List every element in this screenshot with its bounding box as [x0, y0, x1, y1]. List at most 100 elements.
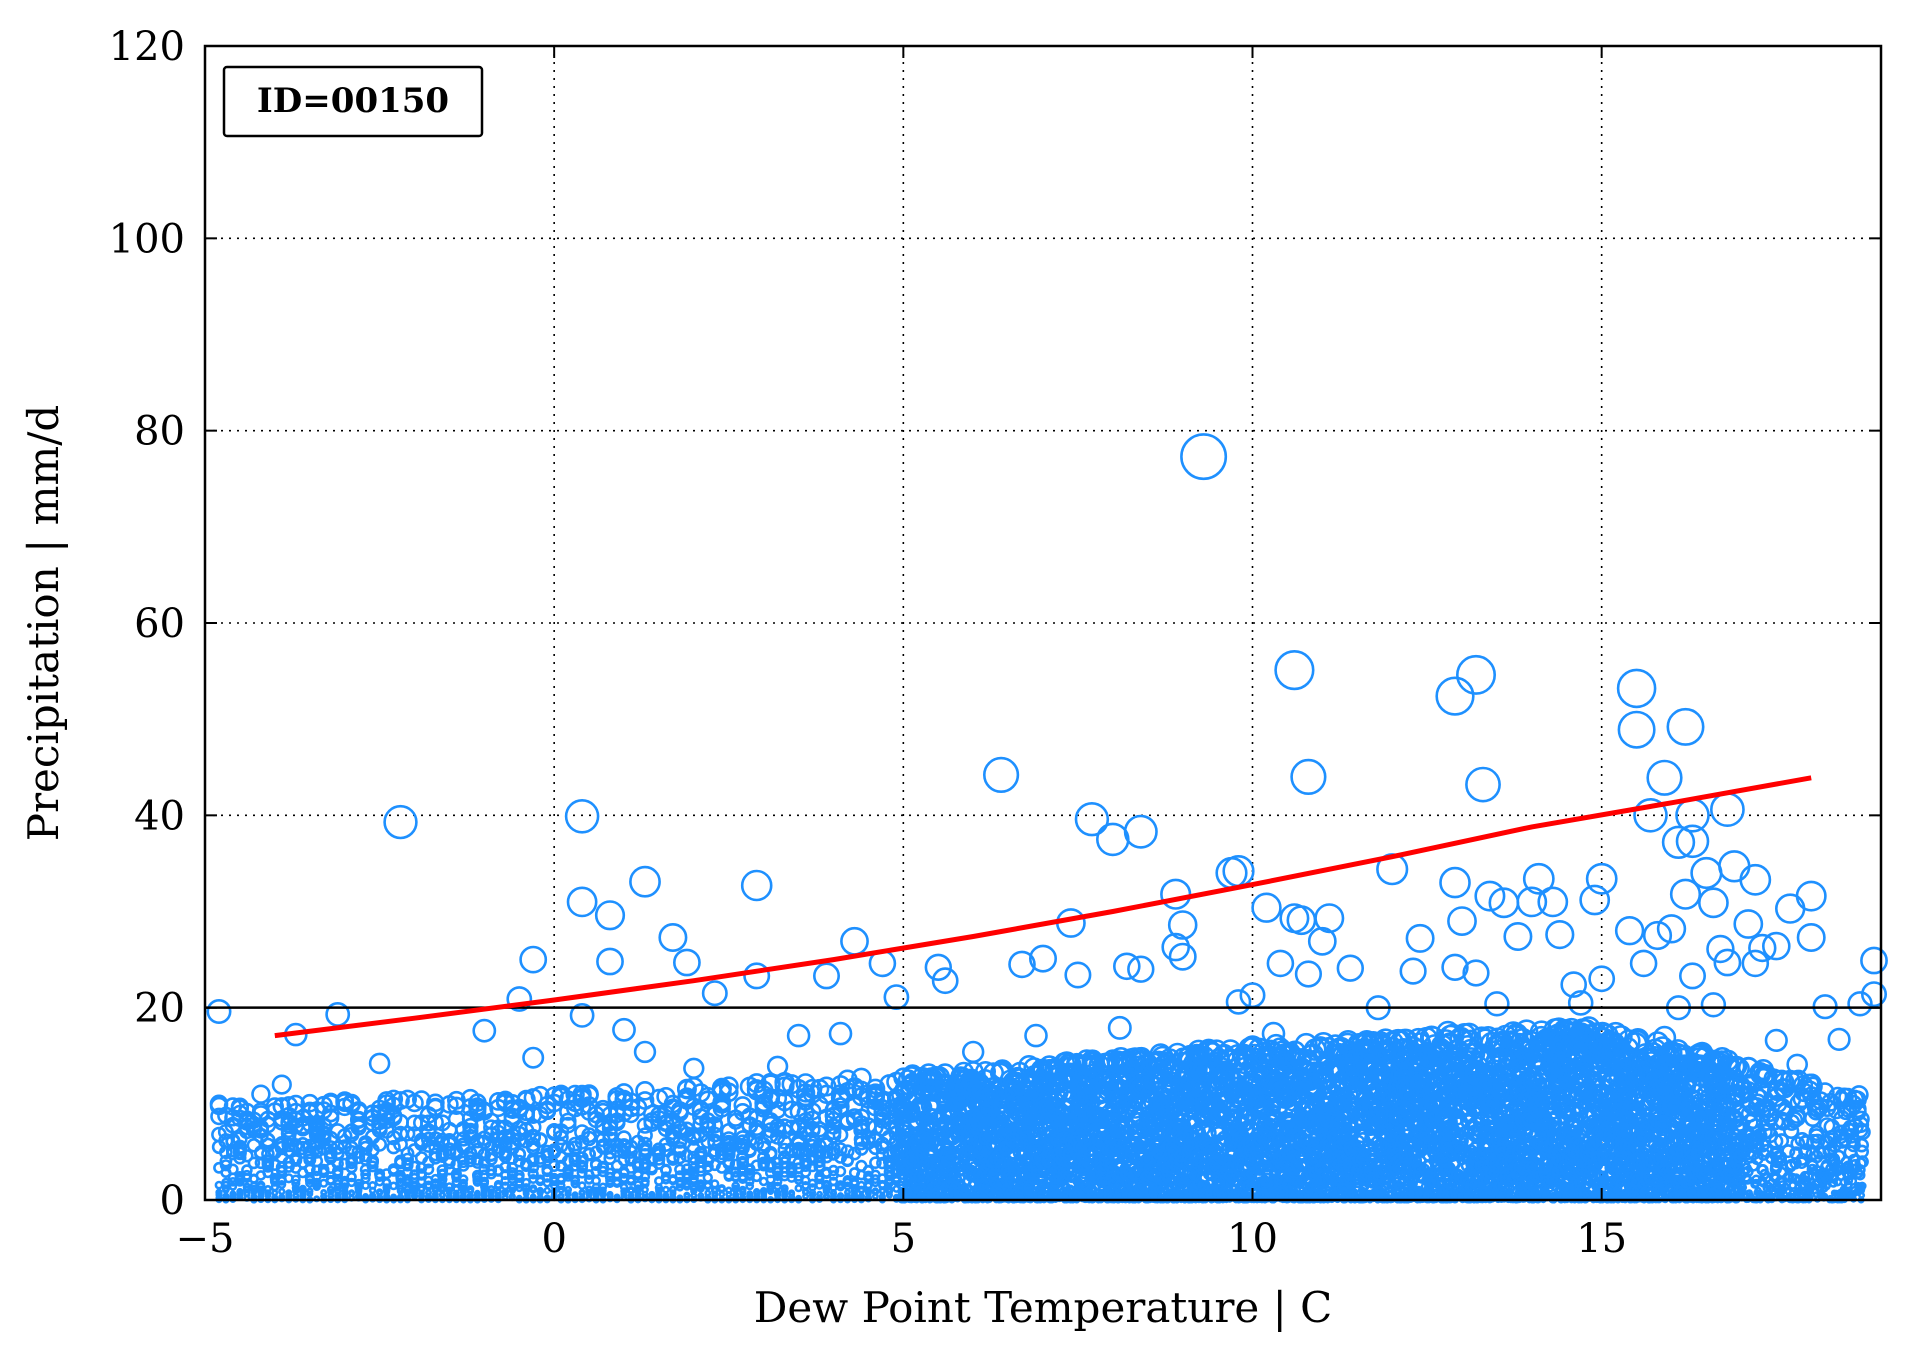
data-point [345, 1153, 358, 1167]
data-point [233, 1151, 247, 1165]
data-point [620, 1190, 628, 1198]
data-point [763, 1147, 778, 1162]
data-point [857, 1186, 866, 1195]
data-point [469, 1133, 486, 1149]
data-point [825, 1127, 842, 1144]
data-point [634, 1189, 642, 1197]
data-point [242, 1185, 251, 1194]
data-point [249, 1184, 258, 1193]
data-point [777, 1151, 792, 1165]
data-point [832, 1126, 849, 1143]
data-point [354, 1185, 363, 1194]
data-point [819, 1144, 834, 1159]
data-point [436, 1164, 449, 1176]
data-point [326, 1185, 335, 1194]
data-point [822, 1181, 831, 1190]
data-point [553, 1129, 569, 1146]
data-point [640, 1176, 650, 1187]
data-point [712, 1092, 732, 1112]
data-point [620, 1187, 628, 1195]
data-point [434, 1132, 451, 1148]
data-point [215, 1188, 223, 1196]
data-point [396, 1187, 405, 1195]
data-point [736, 1155, 750, 1169]
data-point [721, 1137, 737, 1153]
data-point [871, 1188, 880, 1196]
data-point [441, 1132, 458, 1149]
data-point [864, 1189, 872, 1197]
data-point [652, 1152, 666, 1166]
data-point [579, 1084, 599, 1104]
data-point [282, 1160, 295, 1173]
data-point [524, 1118, 542, 1136]
data-point [822, 1192, 830, 1200]
data-point [808, 1188, 817, 1196]
data-point [278, 1187, 286, 1196]
data-point [734, 1130, 751, 1146]
data-point [219, 1154, 233, 1168]
data-point [225, 1143, 240, 1158]
data-point [484, 1147, 499, 1162]
data-point [791, 1146, 806, 1160]
data-point [348, 1190, 356, 1198]
data-point [899, 1131, 916, 1147]
data-point [731, 1185, 740, 1194]
data-point [827, 1164, 840, 1177]
data-point [849, 1179, 860, 1189]
data-point [295, 1137, 311, 1152]
data-point [458, 1174, 469, 1185]
data-point [875, 1147, 890, 1161]
data-point [494, 1191, 502, 1199]
data-point [833, 1142, 848, 1157]
data-point [232, 1141, 247, 1157]
data-point [400, 1152, 414, 1166]
data-point [260, 1132, 276, 1148]
data-point [422, 1163, 435, 1176]
data-point [575, 1155, 589, 1168]
data-point [794, 1184, 803, 1193]
data-point [229, 1190, 237, 1198]
data-point [774, 1190, 782, 1198]
data-point [477, 1156, 491, 1169]
data-point [466, 1185, 475, 1194]
data-point [603, 1151, 617, 1165]
data-point [488, 1092, 508, 1111]
data-point [801, 1181, 810, 1190]
data-point [513, 1169, 525, 1181]
data-point [452, 1185, 461, 1194]
data-point [387, 1163, 400, 1175]
data-point [391, 1091, 410, 1110]
data-point [372, 1137, 387, 1152]
data-point [799, 1166, 812, 1178]
data-point [480, 1191, 488, 1199]
data-point [402, 1178, 413, 1188]
data-point [410, 1184, 419, 1193]
data-point [701, 1160, 714, 1173]
data-point [710, 1179, 720, 1189]
data-point [738, 1187, 747, 1195]
data-point [417, 1185, 426, 1194]
data-point [299, 1189, 307, 1197]
data-point [570, 1176, 580, 1186]
data-point [437, 1178, 448, 1189]
data-point [459, 1184, 468, 1193]
data-point [479, 1182, 489, 1192]
data-point [1231, 1178, 1241, 1188]
data-point [673, 1151, 687, 1165]
data-point [869, 1156, 882, 1169]
data-point [462, 1117, 479, 1135]
data-point [878, 1192, 886, 1200]
data-point [499, 1161, 512, 1174]
data-point [752, 1187, 761, 1196]
data-point [442, 1142, 457, 1157]
data-point [834, 1165, 847, 1178]
data-point [253, 1146, 268, 1161]
data-point [479, 1177, 489, 1187]
data-point [804, 1122, 821, 1139]
data-point [681, 1168, 693, 1180]
data-point [731, 1181, 741, 1191]
data-point [366, 1154, 379, 1168]
data-point [637, 1143, 652, 1158]
scatter-points [206, 433, 1888, 1204]
